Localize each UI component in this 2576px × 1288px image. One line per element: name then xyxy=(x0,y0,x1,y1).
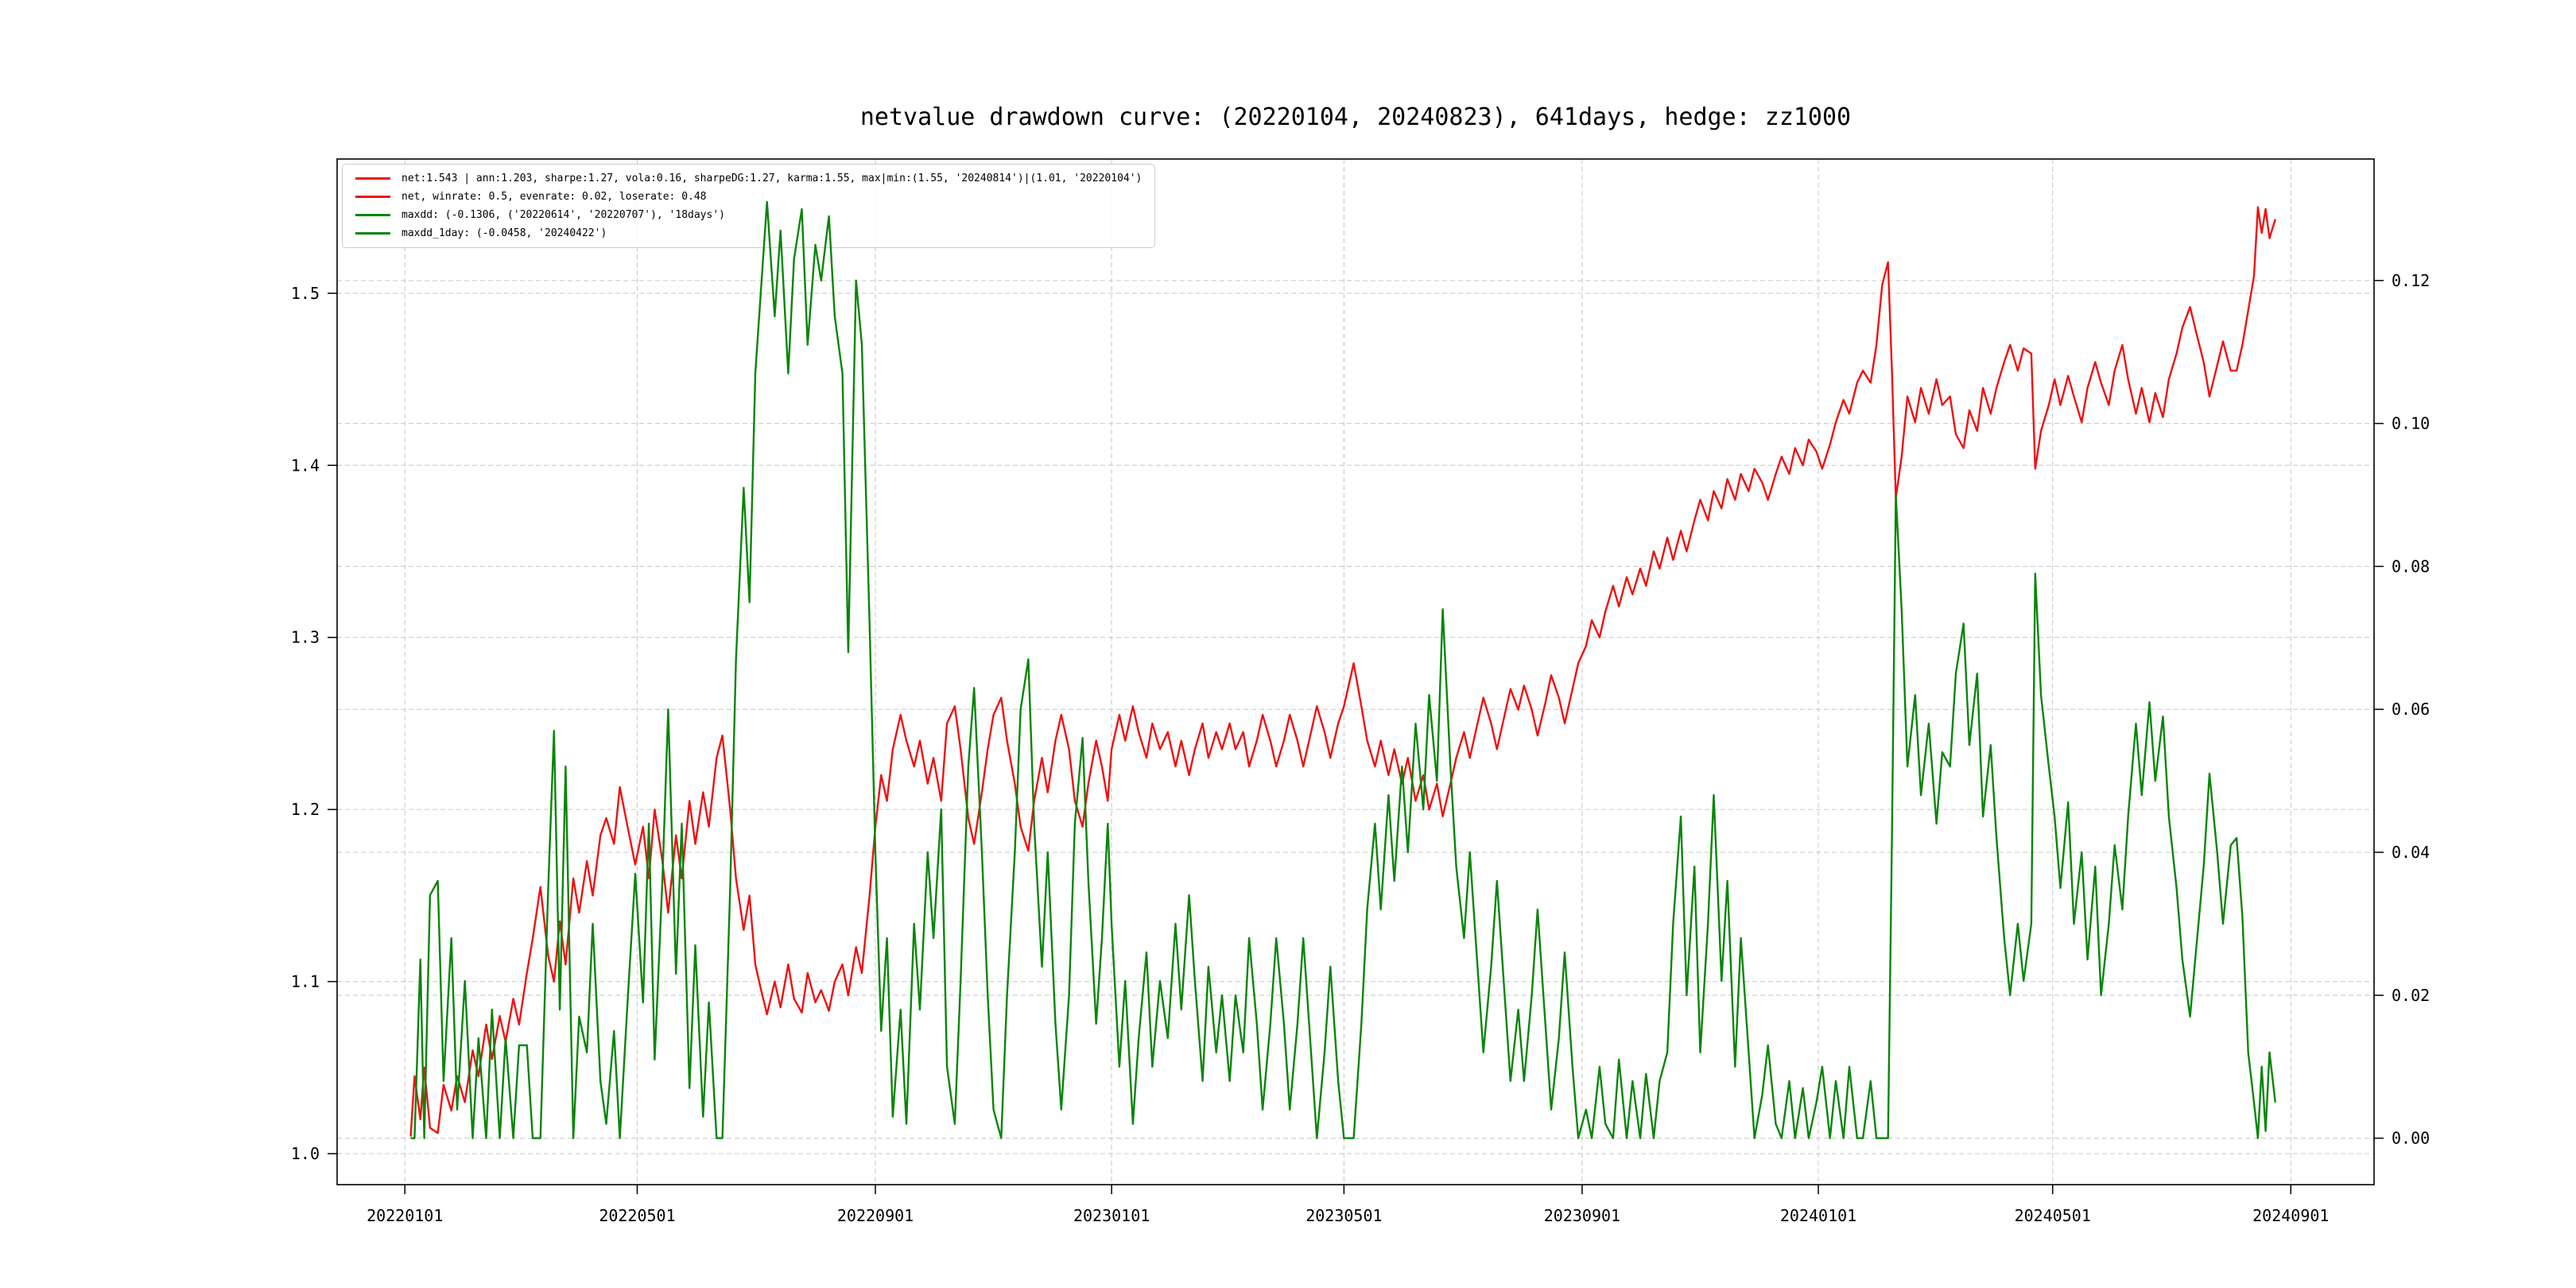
legend-line-swatch-net xyxy=(355,177,390,180)
legend-item-label: maxdd_1day: (-0.0458, '20240422') xyxy=(402,227,607,239)
x-tick-label: 20220901 xyxy=(837,1206,914,1225)
legend-line-swatch-maxdd xyxy=(355,214,390,216)
legend: net:1.543 | ann:1.203, sharpe:1.27, vola… xyxy=(342,164,1156,248)
y-left-tick-label: 1.3 xyxy=(291,628,320,647)
y-left-tick-label: 1.5 xyxy=(291,284,320,303)
legend-line-swatch-maxdd-1day xyxy=(355,232,390,235)
axes-frame xyxy=(336,158,2375,1185)
y-right-tick-label: 0.08 xyxy=(2392,557,2430,576)
y-right-tick-label: 0.12 xyxy=(2392,271,2430,290)
x-tick-label: 20240501 xyxy=(2015,1206,2091,1225)
y-right-tick-label: 0.10 xyxy=(2392,414,2430,433)
x-tick-label: 20220101 xyxy=(367,1206,443,1225)
x-tick-label: 20240101 xyxy=(1780,1206,1856,1225)
y-left-tick-label: 1.2 xyxy=(291,800,320,819)
y-right-tick-label: 0.04 xyxy=(2392,843,2430,862)
x-tick-label: 20220501 xyxy=(599,1206,675,1225)
y-left-tick-label: 1.0 xyxy=(291,1144,320,1163)
y-right-tick-label: 0.06 xyxy=(2392,700,2430,719)
legend-item-label: maxdd: (-0.1306, ('20220614', '20220707'… xyxy=(402,209,725,221)
x-tick-label: 20230101 xyxy=(1073,1206,1150,1225)
legend-item-maxdd-1day: maxdd_1day: (-0.0458, '20240422') xyxy=(355,227,1142,239)
y-left-tick-label: 1.1 xyxy=(291,972,320,991)
x-tick-label: 20230901 xyxy=(1544,1206,1620,1225)
legend-item-maxdd: maxdd: (-0.1306, ('20220614', '20220707'… xyxy=(355,209,1142,221)
legend-item-net-rates: net, winrate: 0.5, evenrate: 0.02, loser… xyxy=(355,191,1142,203)
x-tick-label: 20240901 xyxy=(2252,1206,2329,1225)
x-tick-label: 20230501 xyxy=(1305,1206,1382,1225)
y-right-tick-label: 0.02 xyxy=(2392,986,2430,1005)
net-line xyxy=(409,206,2276,1137)
y-right-tick-label: 0.00 xyxy=(2392,1129,2430,1148)
legend-item-label: net, winrate: 0.5, evenrate: 0.02, loser… xyxy=(402,191,707,203)
legend-line-swatch-net xyxy=(355,196,390,198)
legend-item-label: net:1.543 | ann:1.203, sharpe:1.27, vola… xyxy=(402,173,1143,184)
legend-item-net-stats: net:1.543 | ann:1.203, sharpe:1.27, vola… xyxy=(355,173,1142,184)
y-left-tick-label: 1.4 xyxy=(291,456,320,475)
chart-title: netvalue drawdown curve: (20220104, 2024… xyxy=(859,103,1852,131)
